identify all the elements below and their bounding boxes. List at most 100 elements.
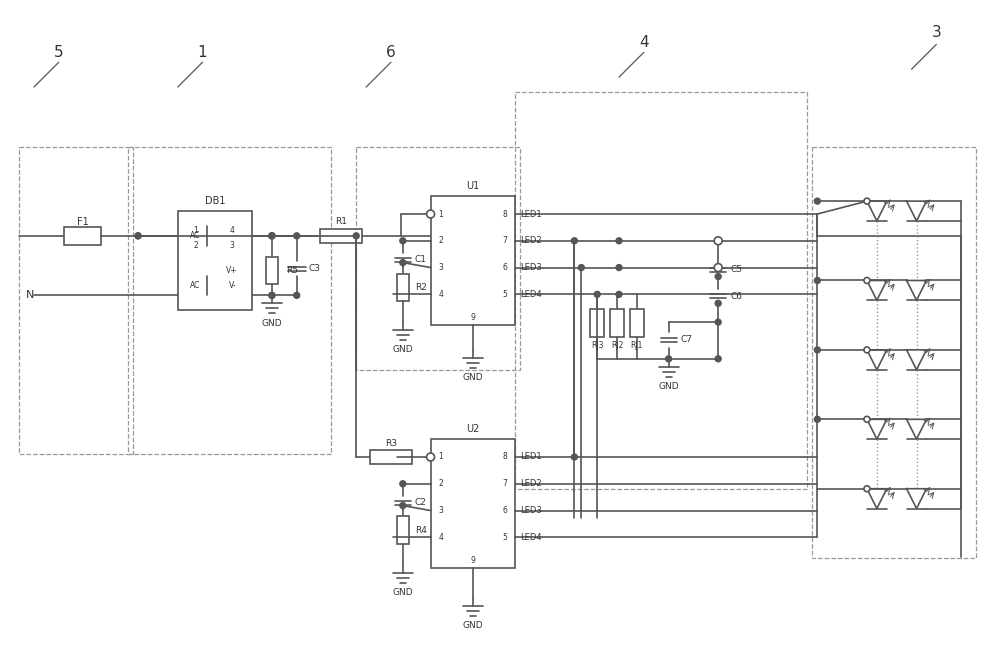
Text: R3: R3	[385, 439, 397, 448]
Text: R1: R1	[335, 217, 347, 226]
Text: 5: 5	[502, 533, 507, 541]
Bar	[431, 439, 515, 568]
Text: C1: C1	[415, 255, 427, 264]
Bar	[128, 146, 331, 454]
Circle shape	[294, 293, 300, 299]
Text: 7: 7	[502, 236, 507, 246]
Circle shape	[616, 238, 622, 244]
Text: 4: 4	[230, 226, 235, 236]
Text: 4: 4	[439, 290, 443, 299]
Circle shape	[269, 233, 275, 239]
Bar	[590, 309, 604, 337]
Text: 2: 2	[193, 242, 198, 250]
Text: 8: 8	[502, 209, 507, 219]
Circle shape	[269, 233, 275, 239]
Text: F1: F1	[77, 217, 88, 227]
Bar	[515, 92, 807, 488]
Text: V-: V-	[228, 281, 236, 290]
Text: GND: GND	[392, 346, 413, 354]
Text: 3: 3	[931, 25, 941, 40]
Text: LED1: LED1	[520, 452, 541, 462]
Circle shape	[714, 237, 722, 245]
Text: 9: 9	[470, 313, 475, 321]
Circle shape	[269, 293, 275, 299]
Text: LED3: LED3	[520, 506, 542, 515]
Text: GND: GND	[462, 373, 483, 382]
Text: 3: 3	[230, 242, 235, 250]
Text: 6: 6	[386, 45, 396, 60]
Circle shape	[616, 291, 622, 297]
Circle shape	[135, 233, 141, 239]
Circle shape	[715, 319, 721, 325]
Text: AC: AC	[190, 281, 200, 290]
Circle shape	[715, 301, 721, 306]
Text: RJ2: RJ2	[611, 342, 623, 350]
Circle shape	[269, 233, 275, 239]
Text: AC: AC	[190, 231, 200, 240]
Circle shape	[135, 233, 141, 239]
Circle shape	[616, 264, 622, 270]
Text: 1: 1	[198, 45, 207, 60]
Bar	[397, 274, 409, 301]
Text: 5: 5	[54, 45, 63, 60]
Circle shape	[294, 233, 300, 239]
Circle shape	[400, 260, 406, 266]
Text: 6: 6	[502, 263, 507, 272]
Bar	[178, 211, 252, 310]
Text: 5: 5	[502, 290, 507, 299]
Text: 2: 2	[439, 479, 443, 488]
Circle shape	[864, 198, 870, 204]
Text: C2: C2	[415, 498, 427, 507]
Circle shape	[814, 278, 820, 283]
Circle shape	[814, 198, 820, 204]
Circle shape	[594, 291, 600, 297]
Text: GND: GND	[658, 382, 679, 391]
Text: R4: R4	[415, 526, 427, 535]
Circle shape	[427, 453, 435, 461]
Text: LED3: LED3	[520, 263, 542, 272]
Circle shape	[864, 347, 870, 353]
Circle shape	[714, 264, 722, 272]
Text: GND: GND	[262, 319, 282, 327]
Bar	[397, 517, 409, 544]
Text: GND: GND	[392, 588, 413, 597]
Bar	[320, 229, 362, 243]
Text: C5: C5	[730, 265, 742, 274]
Text: RJ3: RJ3	[591, 342, 603, 350]
Circle shape	[864, 278, 870, 283]
Text: U2: U2	[466, 424, 479, 434]
Text: RJ1: RJ1	[631, 342, 643, 350]
Text: 3: 3	[439, 263, 443, 272]
Text: LED2: LED2	[520, 479, 541, 488]
Circle shape	[814, 347, 820, 353]
Text: 4: 4	[439, 533, 443, 541]
Text: C7: C7	[680, 336, 692, 344]
Text: DB1: DB1	[205, 196, 225, 206]
Text: LED4: LED4	[520, 290, 541, 299]
Circle shape	[400, 481, 406, 486]
Text: R2: R2	[415, 283, 427, 292]
Circle shape	[814, 416, 820, 422]
Text: 1: 1	[193, 226, 198, 236]
Text: C3: C3	[309, 264, 321, 273]
Circle shape	[400, 238, 406, 244]
Text: 1: 1	[439, 209, 443, 219]
Circle shape	[571, 454, 577, 460]
Text: LED1: LED1	[520, 209, 541, 219]
Text: U1: U1	[466, 181, 479, 191]
Text: 2: 2	[439, 236, 443, 246]
Circle shape	[715, 356, 721, 362]
Text: 3: 3	[439, 506, 443, 515]
Circle shape	[353, 233, 359, 239]
Circle shape	[864, 486, 870, 492]
Text: GND: GND	[462, 621, 483, 630]
Text: 6: 6	[502, 506, 507, 515]
Circle shape	[269, 293, 275, 299]
Bar	[610, 309, 624, 337]
Circle shape	[571, 238, 577, 244]
Text: C6: C6	[730, 292, 742, 301]
Text: LED4: LED4	[520, 533, 541, 541]
Circle shape	[578, 264, 584, 270]
Bar	[64, 227, 101, 245]
Circle shape	[715, 274, 721, 279]
